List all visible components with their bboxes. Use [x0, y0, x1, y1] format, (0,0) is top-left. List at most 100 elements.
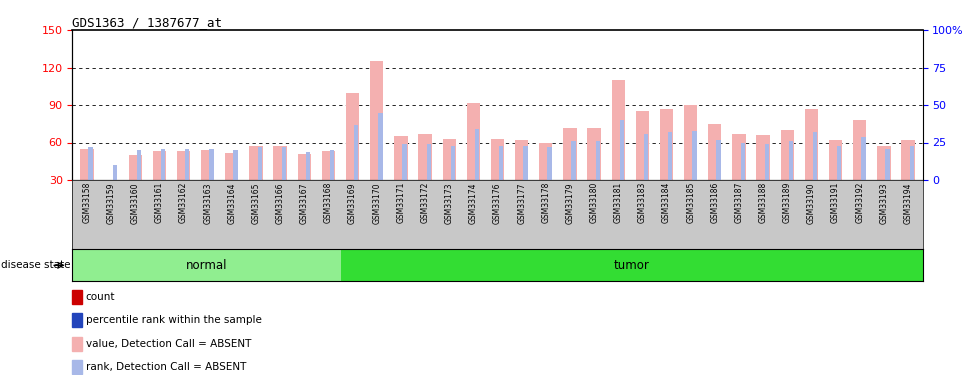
- Bar: [596, 141, 600, 180]
- Bar: [177, 151, 190, 180]
- Bar: [781, 130, 794, 180]
- Text: disease state: disease state: [1, 260, 71, 270]
- Bar: [403, 144, 407, 180]
- Bar: [451, 146, 455, 180]
- Bar: [89, 147, 93, 180]
- Text: GSM33162: GSM33162: [179, 182, 188, 224]
- Bar: [72, 313, 82, 327]
- Text: GSM33194: GSM33194: [903, 182, 913, 224]
- Bar: [201, 150, 214, 180]
- Bar: [427, 144, 431, 180]
- Bar: [644, 134, 648, 180]
- Text: value, Detection Call = ABSENT: value, Detection Call = ABSENT: [86, 339, 251, 349]
- Text: GSM33191: GSM33191: [831, 182, 840, 224]
- Bar: [80, 149, 94, 180]
- Bar: [805, 109, 818, 180]
- Bar: [853, 120, 867, 180]
- Text: GSM33176: GSM33176: [493, 182, 502, 224]
- Text: GSM33179: GSM33179: [565, 182, 575, 224]
- Text: GSM33164: GSM33164: [227, 182, 237, 224]
- Bar: [499, 146, 503, 180]
- Text: GSM33189: GSM33189: [782, 182, 792, 224]
- Text: GSM33180: GSM33180: [589, 182, 599, 224]
- Bar: [104, 180, 118, 195]
- Bar: [442, 139, 456, 180]
- Text: GSM33163: GSM33163: [203, 182, 213, 224]
- Bar: [789, 141, 793, 180]
- Bar: [161, 148, 165, 180]
- Text: GSM33168: GSM33168: [324, 182, 333, 224]
- Text: GSM33187: GSM33187: [734, 182, 744, 224]
- Text: GSM33181: GSM33181: [613, 182, 623, 224]
- Bar: [72, 249, 341, 281]
- Bar: [524, 146, 527, 180]
- Bar: [249, 146, 263, 180]
- Bar: [394, 136, 408, 180]
- Bar: [282, 147, 286, 180]
- Bar: [467, 102, 480, 180]
- Bar: [717, 140, 721, 180]
- Bar: [234, 150, 238, 180]
- Bar: [732, 134, 746, 180]
- Bar: [379, 112, 383, 180]
- Bar: [756, 135, 770, 180]
- Text: GSM33193: GSM33193: [879, 182, 889, 224]
- Bar: [128, 155, 142, 180]
- Text: GSM33159: GSM33159: [106, 182, 116, 224]
- Bar: [877, 146, 891, 180]
- Bar: [418, 134, 432, 180]
- Bar: [620, 120, 624, 180]
- Text: GDS1363 / 1387677_at: GDS1363 / 1387677_at: [72, 16, 222, 29]
- Bar: [153, 151, 166, 180]
- Bar: [370, 61, 384, 180]
- Text: normal: normal: [185, 259, 227, 272]
- Bar: [273, 146, 287, 180]
- Bar: [346, 93, 359, 180]
- Text: percentile rank within the sample: percentile rank within the sample: [86, 315, 262, 325]
- Bar: [341, 249, 923, 281]
- Bar: [636, 111, 649, 180]
- Bar: [210, 148, 213, 180]
- Text: GSM33160: GSM33160: [130, 182, 140, 224]
- Text: GSM33171: GSM33171: [396, 182, 406, 224]
- Bar: [813, 132, 817, 180]
- Bar: [113, 165, 117, 180]
- Text: GSM33173: GSM33173: [444, 182, 454, 224]
- Bar: [886, 148, 890, 180]
- Bar: [185, 148, 189, 180]
- Bar: [548, 147, 552, 180]
- Text: GSM33185: GSM33185: [686, 182, 696, 224]
- Text: GSM33192: GSM33192: [855, 182, 865, 224]
- Text: rank, Detection Call = ABSENT: rank, Detection Call = ABSENT: [86, 362, 246, 372]
- Bar: [137, 150, 141, 180]
- Text: GSM33178: GSM33178: [541, 182, 551, 224]
- Text: tumor: tumor: [613, 259, 649, 272]
- Text: GSM33183: GSM33183: [638, 182, 647, 224]
- Text: GSM33188: GSM33188: [758, 182, 768, 224]
- Bar: [829, 140, 842, 180]
- Text: GSM33172: GSM33172: [420, 182, 430, 224]
- Bar: [910, 146, 914, 180]
- Text: GSM33184: GSM33184: [662, 182, 671, 224]
- Text: GSM33161: GSM33161: [155, 182, 164, 224]
- Bar: [587, 128, 601, 180]
- Bar: [515, 140, 528, 180]
- Text: GSM33158: GSM33158: [82, 182, 92, 224]
- Bar: [660, 109, 673, 180]
- Text: GSM33165: GSM33165: [251, 182, 261, 224]
- Bar: [355, 124, 358, 180]
- Text: GSM33190: GSM33190: [807, 182, 816, 224]
- Bar: [668, 132, 672, 180]
- Bar: [741, 142, 745, 180]
- Text: GSM33186: GSM33186: [710, 182, 720, 224]
- Bar: [475, 129, 479, 180]
- Text: GSM33174: GSM33174: [469, 182, 478, 224]
- Bar: [862, 136, 866, 180]
- Text: GSM33177: GSM33177: [517, 182, 526, 224]
- Bar: [225, 153, 239, 180]
- Bar: [563, 128, 577, 180]
- Bar: [298, 154, 311, 180]
- Bar: [684, 105, 697, 180]
- Bar: [539, 142, 553, 180]
- Bar: [330, 150, 334, 180]
